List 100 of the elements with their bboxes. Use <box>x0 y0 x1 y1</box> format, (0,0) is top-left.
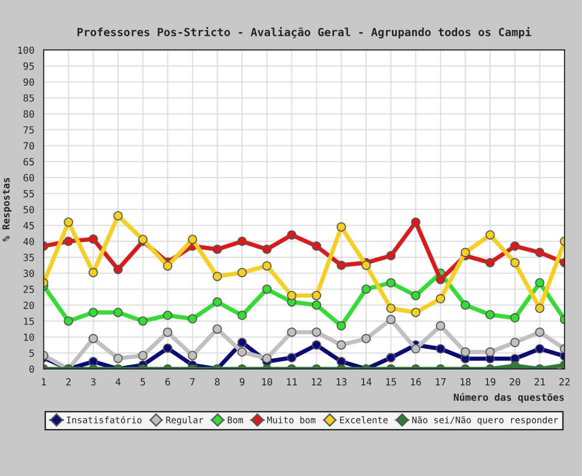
point <box>262 261 272 271</box>
x-tick-label: 1 <box>42 378 46 386</box>
y-tick-label: 35 <box>24 254 34 262</box>
legend-label: Não sei/Não quero responder <box>412 416 558 426</box>
point <box>411 290 420 300</box>
point <box>411 218 420 227</box>
y-axis-title: % Respostas <box>2 178 12 242</box>
y-tick-label: 55 <box>24 190 34 198</box>
y-tick-label: 0 <box>29 365 34 373</box>
point <box>411 308 420 318</box>
x-tick-label: 10 <box>262 378 272 386</box>
point <box>188 234 198 244</box>
point <box>485 347 495 357</box>
point <box>386 314 396 324</box>
point <box>88 268 98 278</box>
point <box>336 340 346 350</box>
point <box>212 324 222 334</box>
point <box>312 300 322 310</box>
point <box>262 354 272 364</box>
point <box>113 354 123 364</box>
x-tick-label: 7 <box>190 378 195 386</box>
point <box>64 218 74 227</box>
point <box>386 250 396 260</box>
point <box>436 274 446 284</box>
point <box>113 264 123 274</box>
legend-label: Excelente <box>340 416 388 424</box>
x-tick-label: 9 <box>240 378 244 386</box>
point <box>237 347 247 357</box>
x-tick-label: 21 <box>534 378 545 386</box>
point <box>411 344 420 354</box>
y-tick-label: 60 <box>24 174 34 182</box>
y-tick-label: 85 <box>24 94 34 102</box>
point <box>386 353 396 362</box>
point <box>64 316 74 326</box>
point <box>188 350 198 360</box>
x-tick-label: 16 <box>411 378 421 386</box>
x-tick-label: 17 <box>436 378 446 386</box>
x-tick-label: 13 <box>336 378 346 386</box>
y-tick-label: 25 <box>24 286 34 294</box>
x-tick-label: 5 <box>140 378 146 386</box>
point <box>212 272 222 282</box>
point <box>88 334 98 344</box>
point <box>88 234 98 244</box>
x-tick-label: 22 <box>559 378 570 386</box>
point <box>312 290 322 300</box>
point <box>138 316 148 326</box>
point <box>510 258 520 268</box>
point <box>287 230 296 240</box>
point <box>386 278 396 288</box>
y-tick-label: 70 <box>24 142 34 150</box>
legend-label: Bom <box>228 416 243 424</box>
point <box>436 344 446 354</box>
y-tick-label: 20 <box>24 302 34 309</box>
y-tick-label: 50 <box>24 206 34 214</box>
point <box>237 236 247 246</box>
point <box>312 340 322 350</box>
point <box>287 353 296 362</box>
point <box>287 290 296 300</box>
point <box>138 350 148 360</box>
y-tick-label: 45 <box>23 222 34 230</box>
point <box>535 248 544 258</box>
point <box>535 304 544 313</box>
point <box>312 328 322 337</box>
y-tick-label: 65 <box>24 158 34 166</box>
point <box>113 211 123 221</box>
x-tick-label: 18 <box>460 378 471 386</box>
x-tick-label: 6 <box>165 378 170 386</box>
point <box>535 278 544 288</box>
x-tick-label: 14 <box>361 378 372 386</box>
y-tick-label: 40 <box>23 238 34 246</box>
legend-label: Insatisfatório <box>66 416 142 424</box>
point <box>386 304 396 313</box>
y-tick-label: 30 <box>24 270 34 278</box>
x-tick-label: 12 <box>312 378 322 386</box>
point <box>237 310 247 320</box>
point <box>510 313 520 323</box>
point <box>361 284 371 294</box>
point <box>162 328 172 337</box>
point <box>336 260 346 270</box>
point <box>535 328 544 337</box>
point <box>287 328 296 337</box>
point <box>162 261 172 271</box>
y-tick-label: 80 <box>24 110 34 118</box>
chart-title: Professores Pos-Stricto - Avaliação Geral - Agrupando todos os Campi <box>78 27 532 38</box>
legend-label: Muito bom <box>267 416 316 424</box>
point <box>510 241 520 251</box>
point <box>212 297 222 307</box>
point <box>336 321 346 331</box>
point <box>361 334 371 344</box>
y-tick-label: 75 <box>24 126 34 134</box>
point <box>460 300 470 310</box>
y-tick-label: 10 <box>24 334 34 341</box>
point <box>485 230 495 240</box>
x-tick-label: 19 <box>485 378 496 386</box>
point <box>361 260 371 270</box>
point <box>312 241 322 251</box>
legend-label: Regular <box>166 416 204 426</box>
point <box>485 258 495 268</box>
point <box>460 347 470 357</box>
x-tick-label: 3 <box>90 378 96 386</box>
